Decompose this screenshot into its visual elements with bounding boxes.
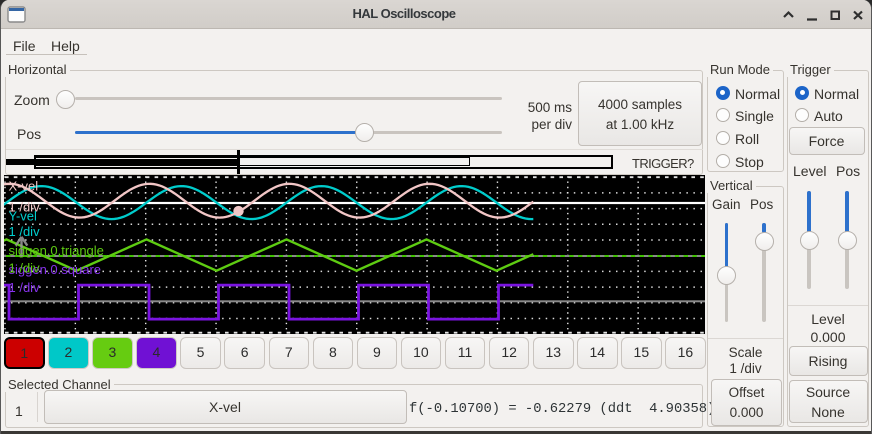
svg-text:1 /div: 1 /div xyxy=(8,224,40,239)
svg-text:1 /div: 1 /div xyxy=(8,261,40,276)
svg-text:1 /div: 1 /div xyxy=(8,199,40,214)
svg-text:X-vel: X-vel xyxy=(8,179,38,194)
svg-text:siggen.0.square: siggen.0.square xyxy=(8,262,101,277)
svg-text:Y-vel: Y-vel xyxy=(8,209,37,224)
svg-text:siggen.0.triangle: siggen.0.triangle xyxy=(8,243,103,258)
svg-text:1 /div: 1 /div xyxy=(8,280,40,295)
